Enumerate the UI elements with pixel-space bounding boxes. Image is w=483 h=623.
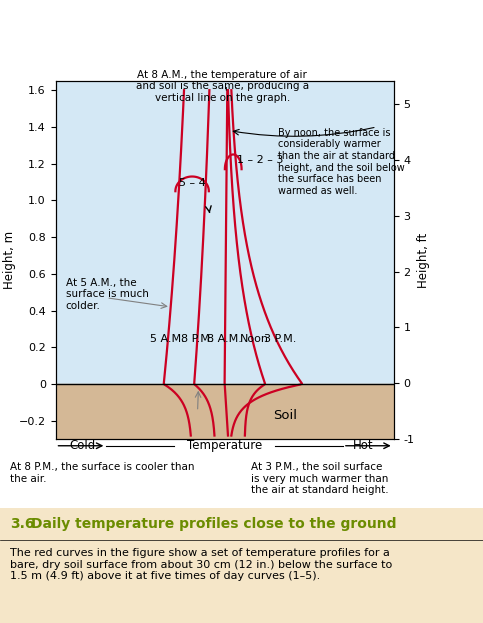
- Text: The red curves in the figure show a set of temperature profiles for a
bare, dry : The red curves in the figure show a set …: [10, 548, 392, 581]
- Text: Daily temperature profiles close to the ground: Daily temperature profiles close to the …: [31, 517, 397, 531]
- Text: At 3 P.M., the soil surface
is very much warmer than
the air at standard height.: At 3 P.M., the soil surface is very much…: [251, 462, 389, 495]
- Text: Soil: Soil: [273, 409, 298, 422]
- Text: Temperature: Temperature: [187, 439, 262, 452]
- Text: Cold: Cold: [70, 439, 96, 452]
- Text: 1 – 2 – 3: 1 – 2 – 3: [237, 155, 284, 165]
- Text: By noon, the surface is
considerably warmer
than the air at standard
height, and: By noon, the surface is considerably war…: [278, 128, 404, 196]
- Text: 8 A.M.: 8 A.M.: [208, 334, 242, 344]
- Text: At 8 A.M., the temperature of air
and soil is the same, producing a
vertical lin: At 8 A.M., the temperature of air and so…: [136, 70, 309, 103]
- Text: 8 P.M.: 8 P.M.: [181, 334, 213, 344]
- Text: At 5 A.M., the
surface is much
colder.: At 5 A.M., the surface is much colder.: [66, 278, 149, 311]
- Y-axis label: Height, ft: Height, ft: [417, 232, 430, 288]
- Text: 3.6: 3.6: [10, 517, 34, 531]
- Text: 3 P.M.: 3 P.M.: [264, 334, 296, 344]
- Text: 5 – 4: 5 – 4: [179, 178, 205, 188]
- Text: At 8 P.M., the surface is cooler than
the air.: At 8 P.M., the surface is cooler than th…: [10, 462, 194, 484]
- Text: 5 A.M.: 5 A.M.: [150, 334, 185, 344]
- Text: Hot: Hot: [353, 439, 374, 452]
- Y-axis label: Height, m: Height, m: [3, 231, 16, 289]
- Text: Noon: Noon: [240, 334, 269, 344]
